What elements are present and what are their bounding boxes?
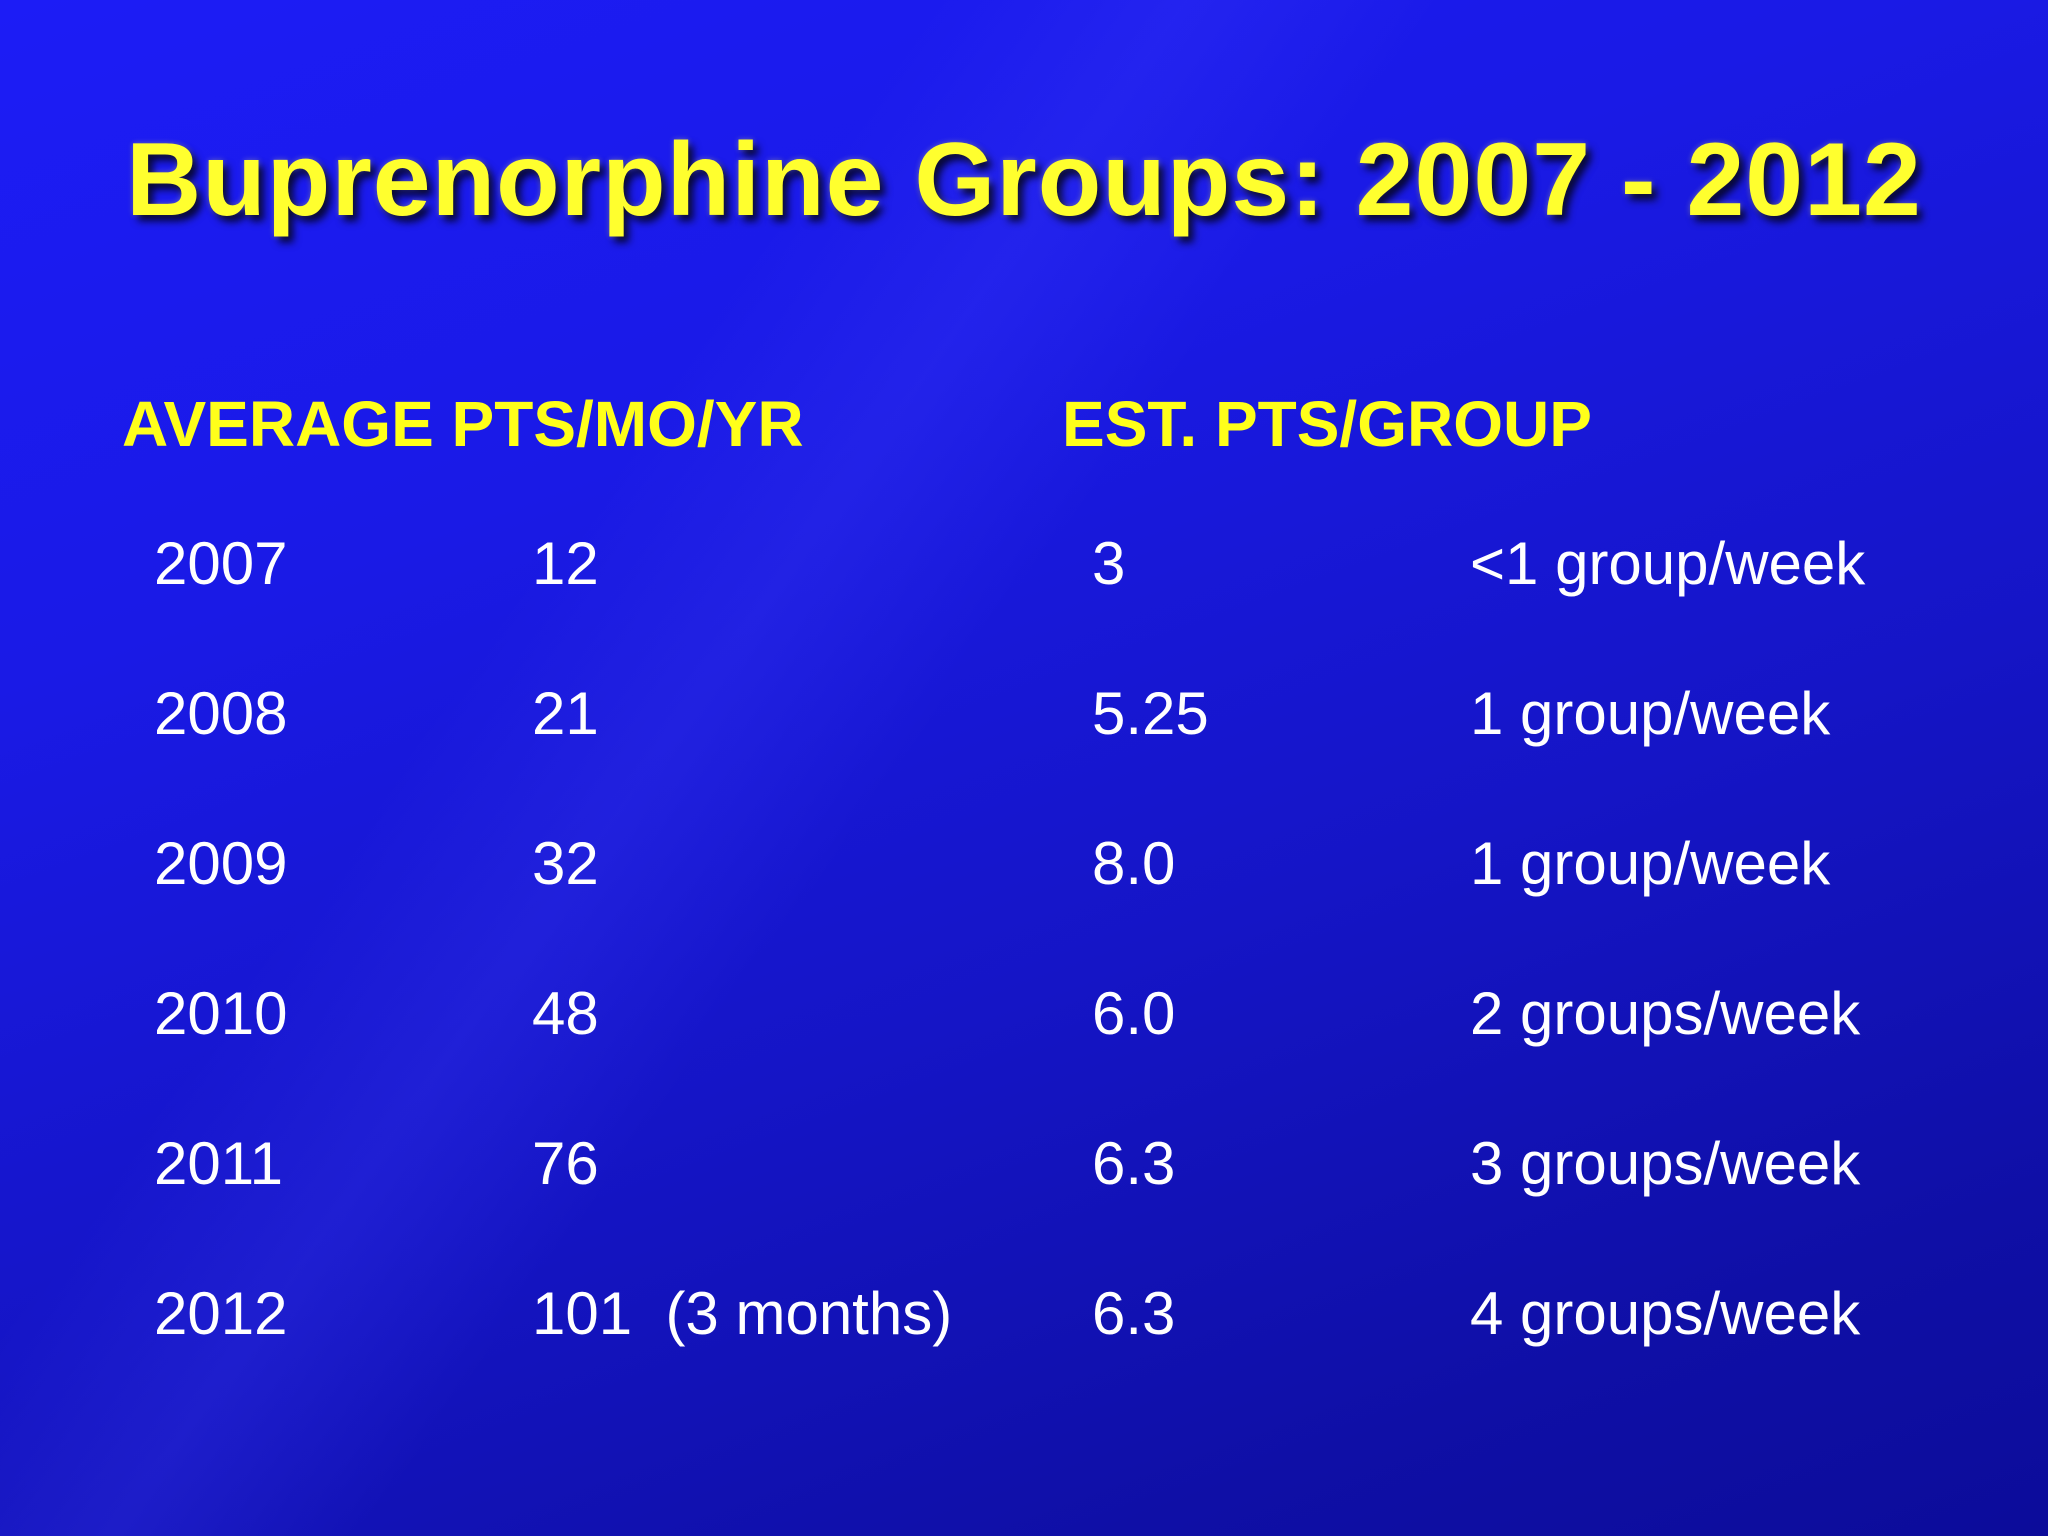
avg-pts-cell: 48: [532, 980, 599, 1047]
table-row: 2011 76 6.3 3 groups/week: [0, 1134, 2048, 1204]
group-frequency-cell: 3 groups/week: [1470, 1130, 1861, 1197]
table-row: 2012 101 (3 months) 6.3 4 groups/week: [0, 1284, 2048, 1354]
est-pts-cell: 5.25: [1092, 680, 1209, 747]
year-cell: 2007: [154, 530, 288, 597]
group-frequency-cell: 1 group/week: [1470, 830, 1831, 897]
avg-pts-cell: 76: [532, 1130, 599, 1197]
avg-pts-cell: 32: [532, 830, 599, 897]
header-average-pts: AVERAGE PTS/MO/YR: [122, 388, 804, 460]
avg-pts-cell: 21: [532, 680, 599, 747]
slide-title: Buprenorphine Groups: 2007 - 2012: [126, 122, 1922, 238]
year-cell: 2011: [154, 1130, 284, 1197]
group-frequency-cell: 2 groups/week: [1470, 980, 1861, 1047]
table-row: 2007 12 3 <1 group/week: [0, 534, 2048, 604]
table-row: 2009 32 8.0 1 group/week: [0, 834, 2048, 904]
table-row: 2008 21 5.25 1 group/week: [0, 684, 2048, 754]
est-pts-cell: 6.3: [1092, 1280, 1176, 1347]
avg-pts-cell: 12: [532, 530, 599, 597]
year-cell: 2012: [154, 1280, 288, 1347]
year-cell: 2009: [154, 830, 288, 897]
year-cell: 2010: [154, 980, 288, 1047]
est-pts-cell: 3: [1092, 530, 1126, 597]
group-frequency-cell: <1 group/week: [1470, 530, 1866, 597]
group-frequency-cell: 4 groups/week: [1470, 1280, 1861, 1347]
header-est-pts-group: EST. PTS/GROUP: [1062, 388, 1592, 460]
est-pts-cell: 8.0: [1092, 830, 1176, 897]
group-frequency-cell: 1 group/week: [1470, 680, 1831, 747]
avg-pts-cell: 101 (3 months): [532, 1280, 953, 1347]
est-pts-cell: 6.0: [1092, 980, 1176, 1047]
table-row: 2010 48 6.0 2 groups/week: [0, 984, 2048, 1054]
est-pts-cell: 6.3: [1092, 1130, 1176, 1197]
year-cell: 2008: [154, 680, 288, 747]
